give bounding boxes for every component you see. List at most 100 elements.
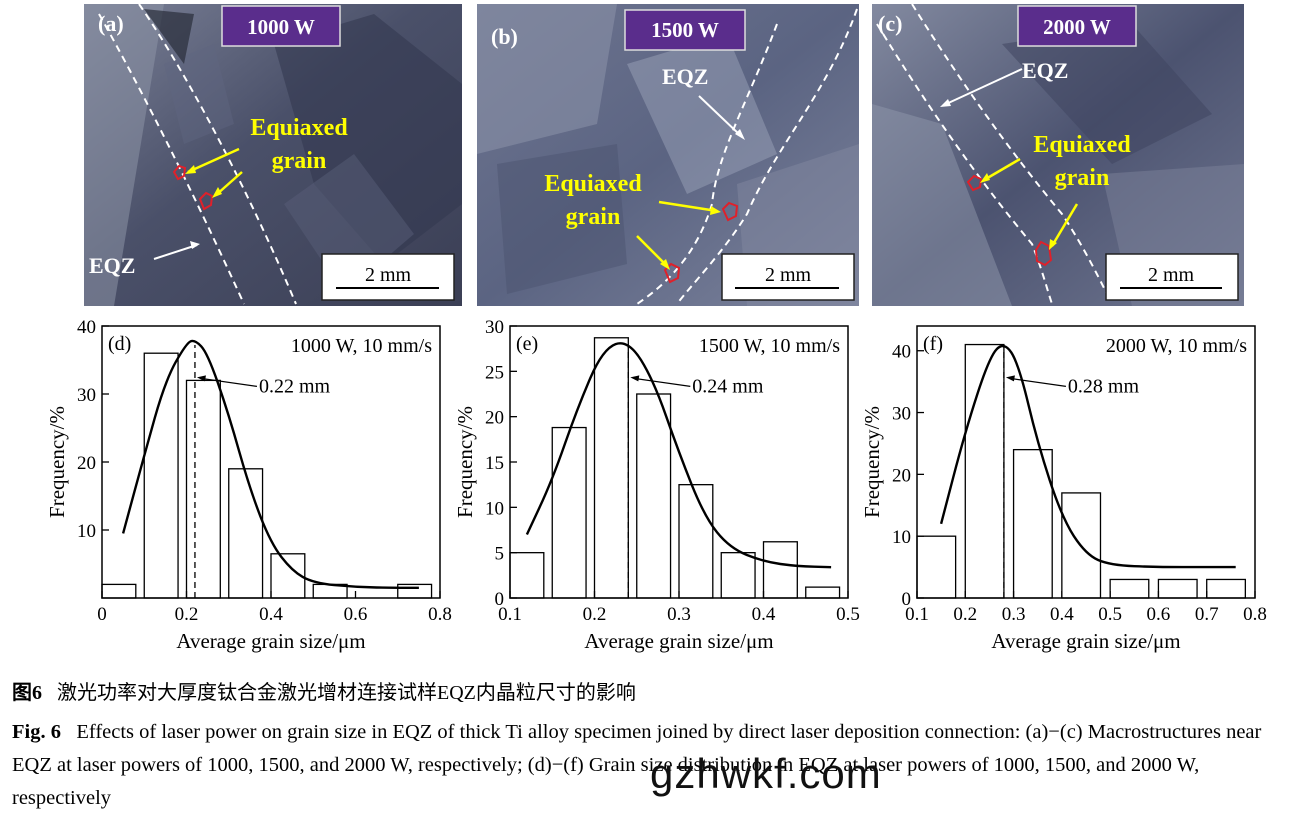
panel-c-label: (c) xyxy=(878,11,902,36)
y-tick-label: 10 xyxy=(485,498,504,519)
histogram-bar xyxy=(143,352,179,599)
x-tick-label: 0.1 xyxy=(905,604,929,625)
panel-a-power-badge: 1000 W xyxy=(247,15,315,39)
chart-panel-label: (e) xyxy=(516,333,538,355)
watermark: gzhwkf.com xyxy=(650,750,882,797)
mean-annotation-arrow xyxy=(1009,377,1066,387)
mean-annotation-arrow xyxy=(634,377,691,387)
x-tick-label: 0.7 xyxy=(1195,604,1219,625)
chart-f-grain-size-distribution: 0.28 mm 0.1 0.2 0.3 0.4 0.5 0.6 0.7 0.8 0 10 20 30 40… xyxy=(855,312,1275,657)
panel-b-scale-bar-label: 2 mm xyxy=(765,264,812,286)
x-tick-label: 0.6 xyxy=(1147,604,1171,625)
figure-caption-chinese: 图6 激光功率对大厚度钛合金激光增材连接试样EQZ内晶粒尺寸的影响 xyxy=(12,676,1297,705)
panel-b-equiaxed-label: Equiaxed xyxy=(544,171,642,197)
chart-panel-label: (d) xyxy=(108,333,131,355)
panel-c-grain-label: grain xyxy=(1055,165,1110,191)
chart-condition-label: 2000 W, 10 mm/s xyxy=(1106,335,1247,357)
histogram-bar xyxy=(678,484,714,599)
chart-condition-label: 1000 W, 10 mm/s xyxy=(291,335,432,357)
x-tick-label: 0.2 xyxy=(953,604,977,625)
y-tick-label: 20 xyxy=(77,453,96,474)
x-axis-label: Average grain size/μm xyxy=(584,629,773,653)
x-axis-label: Average grain size/μm xyxy=(991,629,1180,653)
x-tick-label: 0 xyxy=(97,604,107,625)
histogram-bar xyxy=(1109,578,1150,599)
x-axis-label: Average grain size/μm xyxy=(176,629,365,653)
panel-a-equiaxed-label: Equiaxed xyxy=(250,115,348,141)
y-tick-label: 30 xyxy=(485,317,504,338)
panel-a-grain-label: grain xyxy=(272,148,327,174)
histogram-bar xyxy=(762,541,798,599)
histogram-bar xyxy=(1157,578,1198,599)
mean-value-label: 0.22 mm xyxy=(259,375,331,397)
x-tick-label: 0.4 xyxy=(752,604,776,625)
mean-value-label: 0.24 mm xyxy=(692,375,764,397)
histogram-bar xyxy=(1206,578,1246,599)
histogram-bar xyxy=(636,393,672,599)
histogram-bar xyxy=(805,586,841,599)
x-tick-label: 0.1 xyxy=(498,604,522,625)
histogram-bar xyxy=(228,468,264,599)
mean-value-label: 0.28 mm xyxy=(1068,375,1140,397)
y-tick-label: 30 xyxy=(892,404,911,425)
histogram-bar xyxy=(593,337,629,599)
histogram-bar xyxy=(1012,448,1053,599)
panel-a-eqz-label: EQZ xyxy=(89,253,135,278)
figure-caption-english: Fig. 6 Effects of laser power on grain s… xyxy=(12,716,1297,815)
y-tick-label: 20 xyxy=(892,465,911,486)
mean-arrowhead xyxy=(630,375,640,382)
y-tick-label: 10 xyxy=(892,527,911,548)
y-tick-label: 25 xyxy=(485,362,504,383)
caption-cn-label: 图6 xyxy=(12,682,42,704)
histogram-bar xyxy=(720,552,756,599)
y-tick-label: 15 xyxy=(485,453,504,474)
x-tick-label: 0.4 xyxy=(259,604,283,625)
x-tick-label: 0.8 xyxy=(428,604,452,625)
panel-a-label: (a) xyxy=(98,11,124,36)
x-tick-label: 0.6 xyxy=(344,604,368,625)
histogram-bar xyxy=(551,426,587,599)
x-tick-label: 0.2 xyxy=(583,604,607,625)
histogram-bar xyxy=(397,583,433,599)
chart-panel-label: (f) xyxy=(923,333,943,355)
x-tick-label: 0.3 xyxy=(667,604,691,625)
histogram-bar xyxy=(509,552,545,599)
histogram-bar xyxy=(916,535,957,599)
panel-a-macrostructure: (a) 1000 W Equiaxed grain EQZ 2 mm xyxy=(84,4,462,306)
y-tick-label: 5 xyxy=(495,544,505,565)
x-tick-label: 0.5 xyxy=(836,604,860,625)
panel-b-power-badge: 1500 W xyxy=(651,18,719,42)
y-tick-label: 20 xyxy=(485,408,504,429)
panel-c-eqz-label: EQZ xyxy=(1022,58,1068,83)
panel-c-macrostructure: (c) 2000 W EQZ Equiaxed grain 2 mm xyxy=(872,4,1244,306)
y-tick-label: 10 xyxy=(77,521,96,542)
histogram-bar xyxy=(964,343,1005,599)
plot-frame xyxy=(916,325,1256,599)
y-axis-label: Frequency/% xyxy=(860,406,884,518)
x-tick-label: 0.5 xyxy=(1098,604,1122,625)
y-tick-label: 40 xyxy=(77,317,96,338)
panel-b-label: (b) xyxy=(491,24,518,49)
histogram-bar xyxy=(101,583,137,599)
chart-d-grain-size-distribution: 0.22 mm 0 0.2 0.4 0.6 0.8 10 20 30 40 (d) 1000 W, 1… xyxy=(40,312,460,657)
y-axis-label: Frequency/% xyxy=(453,406,477,518)
panel-c-equiaxed-label: Equiaxed xyxy=(1033,132,1131,158)
mean-arrowhead xyxy=(196,375,206,382)
y-tick-label: 30 xyxy=(77,385,96,406)
caption-en-label: Fig. 6 xyxy=(12,721,61,743)
gaussian-fit-curve xyxy=(525,342,832,569)
gaussian-fit-curve xyxy=(939,344,1236,569)
y-tick-label: 40 xyxy=(892,342,911,363)
mean-arrowhead xyxy=(1005,375,1015,382)
panel-b-eqz-label: EQZ xyxy=(662,64,708,89)
chart-condition-label: 1500 W, 10 mm/s xyxy=(699,335,840,357)
caption-en-text: Effects of laser power on grain size in … xyxy=(12,721,1262,809)
mean-annotation-arrow xyxy=(200,377,258,387)
chart-e-grain-size-distribution: 0.24 mm 0.1 0.2 0.3 0.4 0.5 0 5 10 15 20 25 30 (e) 150… xyxy=(448,312,868,657)
x-tick-label: 0.3 xyxy=(1002,604,1026,625)
x-tick-label: 0.2 xyxy=(175,604,199,625)
panel-c-power-badge: 2000 W xyxy=(1043,15,1111,39)
y-axis-label: Frequency/% xyxy=(45,406,69,518)
panel-b-macrostructure: (b) 1500 W EQZ Equiaxed grain 2 mm xyxy=(477,4,859,306)
histogram-bar xyxy=(185,379,221,599)
